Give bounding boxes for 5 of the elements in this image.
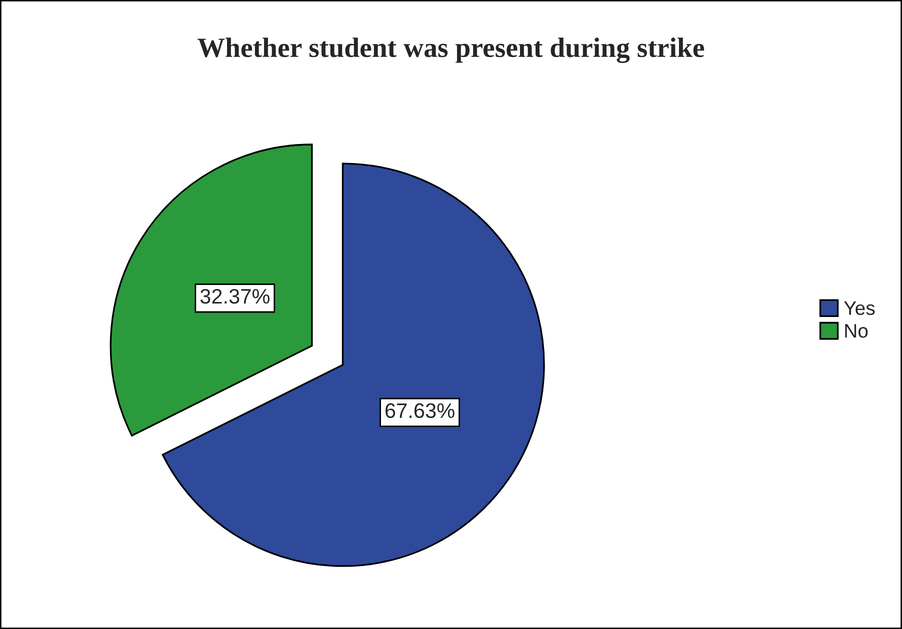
legend-label: Yes (844, 301, 875, 315)
data-label: 32.37% (200, 288, 270, 304)
chart-title: Whether student was present during strike (198, 38, 704, 64)
legend-label: No (845, 324, 868, 338)
data-label: 67.63% (386, 403, 454, 418)
